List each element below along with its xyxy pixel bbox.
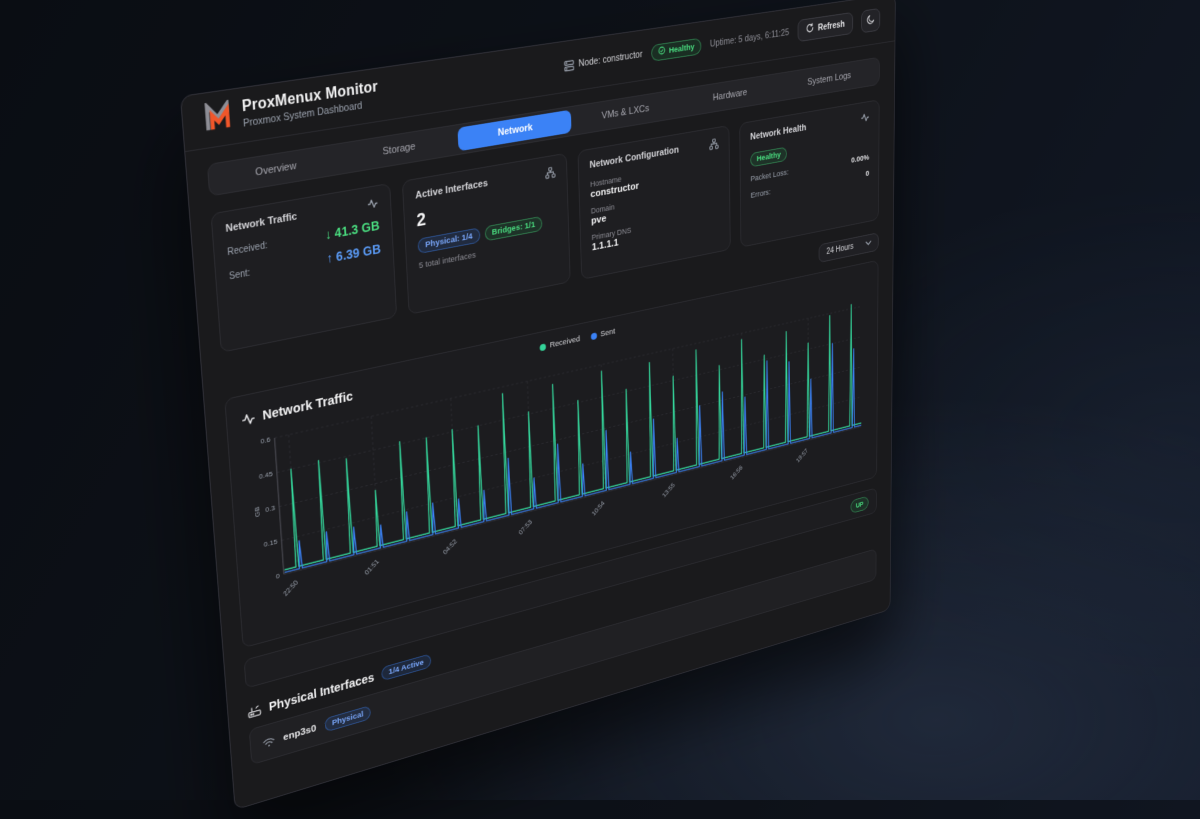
svg-text:0.6: 0.6 bbox=[260, 435, 270, 445]
svg-text:19:57: 19:57 bbox=[795, 447, 809, 464]
svg-text:0.45: 0.45 bbox=[259, 469, 273, 480]
legend-sent: Sent bbox=[591, 327, 616, 341]
page-background: ProxMenux Monitor Proxmox System Dashboa… bbox=[0, 0, 1200, 800]
tab-network[interactable]: Network bbox=[457, 110, 571, 152]
active-count-badge: 1/4 Active bbox=[381, 653, 431, 681]
check-circle-icon bbox=[658, 45, 666, 57]
activity-icon bbox=[367, 197, 379, 211]
card-network-configuration: Network Configuration Hostname construct… bbox=[578, 125, 731, 280]
interface-type-badge: Physical bbox=[324, 705, 371, 732]
time-range-select[interactable]: 24 Hours bbox=[819, 232, 879, 263]
svg-text:GB: GB bbox=[253, 506, 262, 518]
moon-icon bbox=[867, 13, 875, 27]
errors-value: 0 bbox=[866, 169, 870, 178]
card-title: Network Traffic bbox=[225, 211, 297, 235]
router-icon bbox=[247, 702, 262, 719]
received-label: Received: bbox=[227, 240, 268, 257]
svg-text:04:52: 04:52 bbox=[442, 538, 459, 556]
hierarchy-icon bbox=[709, 138, 719, 151]
uptime-label: Uptime: 5 days, 6:11:25 bbox=[710, 27, 789, 49]
svg-text:22:50: 22:50 bbox=[282, 579, 300, 598]
card-network-health: Network Health Healthy Packet Loss: 0.00… bbox=[739, 99, 879, 247]
sent-label: Sent: bbox=[229, 268, 251, 282]
svg-text:0.3: 0.3 bbox=[265, 504, 275, 514]
up-status-badge: UP bbox=[851, 496, 869, 514]
tab-vms-lxcs[interactable]: VMs & LXCs bbox=[571, 92, 679, 132]
svg-text:07:53: 07:53 bbox=[517, 518, 533, 536]
activity-icon bbox=[241, 411, 256, 428]
bridges-count-badge: Bridges: 1/1 bbox=[484, 216, 542, 242]
legend-received: Received bbox=[540, 334, 581, 352]
card-title: Network Health bbox=[750, 123, 806, 143]
card-title: Active Interfaces bbox=[415, 178, 488, 201]
tab-hardware[interactable]: Hardware bbox=[678, 76, 780, 115]
svg-text:0: 0 bbox=[276, 571, 280, 580]
received-value: ↓ 41.3 GB bbox=[325, 218, 380, 242]
network-icon bbox=[545, 166, 556, 179]
tab-overview[interactable]: Overview bbox=[211, 147, 339, 192]
time-range-value: 24 Hours bbox=[826, 242, 853, 256]
refresh-icon bbox=[806, 23, 814, 36]
packet-loss-value: 0.00% bbox=[851, 153, 869, 165]
svg-text:01:51: 01:51 bbox=[363, 558, 380, 577]
node-indicator: Node: constructor bbox=[563, 49, 642, 72]
card-active-interfaces: Active Interfaces 2 Physical: 1/4 Bridge… bbox=[402, 153, 571, 315]
activity-icon bbox=[861, 112, 870, 124]
tab-system-logs[interactable]: System Logs bbox=[780, 60, 877, 97]
theme-toggle-button[interactable] bbox=[861, 8, 880, 33]
interface-name: enp3s0 bbox=[283, 723, 317, 743]
svg-text:16:56: 16:56 bbox=[729, 464, 744, 481]
proxmenux-logo-icon bbox=[202, 99, 234, 136]
sent-value: ↑ 6.39 GB bbox=[326, 241, 381, 265]
health-badge: Healthy bbox=[750, 147, 787, 168]
svg-text:10:54: 10:54 bbox=[590, 499, 606, 517]
health-status-badge: Healthy bbox=[651, 37, 701, 61]
wifi-icon bbox=[263, 735, 276, 748]
svg-text:13:55: 13:55 bbox=[661, 482, 676, 499]
node-label: Node: constructor bbox=[578, 49, 642, 69]
server-icon bbox=[563, 59, 574, 72]
packet-loss-label: Packet Loss: bbox=[751, 168, 789, 184]
svg-text:0.15: 0.15 bbox=[264, 538, 278, 549]
errors-label: Errors: bbox=[751, 188, 771, 201]
card-network-traffic: Network Traffic Received: ↓ 41.3 GB Sent… bbox=[211, 183, 397, 353]
dashboard-window: ProxMenux Monitor Proxmox System Dashboa… bbox=[180, 0, 896, 810]
tab-storage[interactable]: Storage bbox=[338, 128, 459, 171]
chevron-down-icon bbox=[865, 239, 871, 249]
refresh-button[interactable]: Refresh bbox=[798, 12, 854, 42]
chart-legend: Received Sent bbox=[540, 327, 616, 353]
